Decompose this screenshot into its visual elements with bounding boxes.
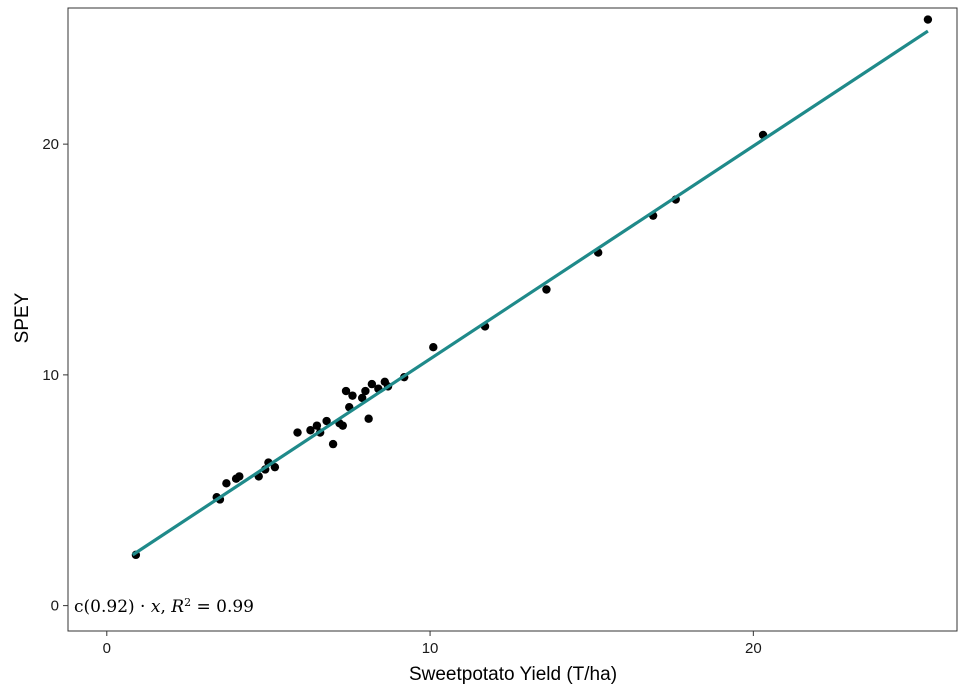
data-point (322, 416, 331, 426)
data-point (338, 421, 347, 430)
data-point (328, 439, 338, 449)
y-axis-ticks: 0 10 20 (42, 136, 68, 615)
y-tick-label: 0 (51, 598, 59, 615)
x-tick-label: 0 (103, 640, 111, 657)
data-point (923, 15, 933, 24)
y-axis-title: SPEY (12, 292, 33, 343)
x-axis-ticks: 0 10 20 (103, 631, 762, 657)
x-axis-title: Sweetpotato Yield (T/ha) (409, 664, 617, 685)
data-point (306, 426, 315, 435)
data-point (361, 386, 370, 396)
x-tick-label: 20 (745, 640, 762, 657)
regression-annotation: c(0.92) · x, R2 = 0.99 (74, 596, 254, 618)
data-point (357, 393, 367, 403)
regression-line (131, 29, 929, 557)
x-tick-label: 10 (422, 640, 439, 657)
data-point (270, 462, 280, 472)
data-point (293, 428, 302, 437)
data-point (364, 414, 373, 423)
y-tick-label: 10 (42, 367, 59, 384)
data-point (542, 285, 551, 294)
y-tick-label: 20 (42, 136, 59, 153)
plot-panel (67, 7, 958, 632)
data-point (348, 391, 357, 400)
data-point (341, 386, 351, 396)
data-point (367, 379, 377, 389)
data-point (235, 472, 244, 481)
data-point (222, 479, 231, 488)
data-point (312, 421, 322, 430)
data-point (429, 342, 438, 352)
